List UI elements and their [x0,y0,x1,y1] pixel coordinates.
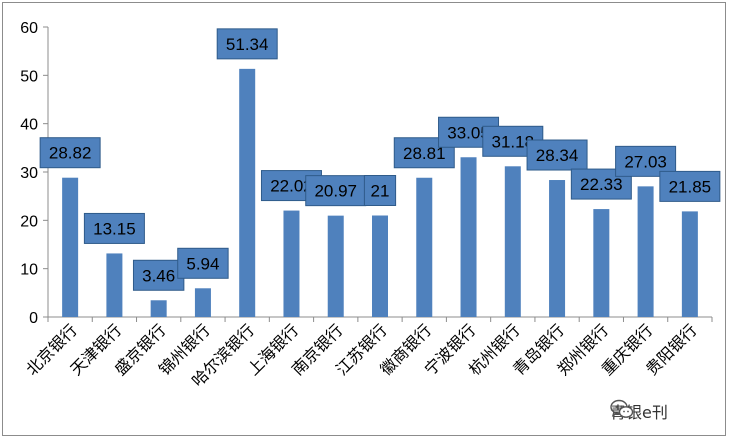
category-labels: 北京银行天津银行盛京银行锦州银行哈尔滨银行上海银行南京银行江苏银行徽商银行宁波银… [22,320,700,390]
bar [372,215,388,317]
data-label: 20.97 [305,175,367,207]
bar [460,157,477,317]
bar [62,177,79,317]
data-label-text: 3.46 [142,266,175,285]
data-label-text: 28.34 [536,146,579,165]
y-tick-label: 50 [20,68,38,85]
data-label-box [526,139,588,171]
y-tick-label: 30 [20,165,38,182]
data-label-text: 20.97 [314,182,357,201]
bar [327,215,344,317]
bar [106,253,123,317]
data-label-text: 28.82 [49,144,92,163]
x-axis [47,316,713,322]
data-label-box [83,212,145,244]
bar [593,209,610,317]
y-tick-label: 60 [20,20,38,37]
data-label-box [216,28,278,60]
bar [194,288,211,317]
bar [504,166,521,317]
bar [681,211,698,317]
bar [549,180,566,317]
bar [239,68,256,318]
data-label: 27.03 [615,145,677,177]
y-tick-label: 40 [20,117,38,134]
data-label-text: 21.85 [669,177,712,196]
bar [637,186,654,317]
data-label-box [305,175,367,207]
data-label-text: 5.94 [186,254,219,273]
data-label-text: 22.02 [270,177,313,196]
data-label-box [177,247,229,279]
data-label-text: 33.05 [447,123,490,142]
data-label-text: 27.03 [624,152,667,171]
data-label-box [39,137,101,169]
data-label-box [132,259,185,291]
data-label-box [363,175,397,206]
data-label-text: 13.15 [93,219,136,238]
watermark: 青银e刊 [610,398,668,424]
y-tick-label: 20 [20,213,38,230]
data-label-text: 21 [371,182,390,201]
data-label: 21.85 [659,170,721,202]
data-label: 3.46 [132,259,185,291]
data-label-text: 31.18 [492,132,535,151]
data-label-text: 51.34 [226,35,269,54]
bar [416,177,433,317]
data-labels: 28.82 13.15 3.46 5.94 51.34 22.02 20.97 21 28.81… [39,28,721,291]
data-label: 51.34 [216,28,278,60]
data-label: 28.34 [526,139,588,171]
data-label-box [659,170,721,202]
y-tick-label: 10 [20,262,38,279]
data-label: 5.94 [177,247,229,279]
y-tick-label: 0 [29,310,38,327]
data-label: 21 [363,175,397,206]
y-axis: 0 10 20 30 40 50 60 [20,20,49,327]
bar [150,300,167,317]
data-label-text: 22.33 [580,175,623,194]
data-label: 28.82 [39,137,101,169]
data-label: 13.15 [83,212,145,244]
wechat-icon [610,399,634,418]
data-label-text: 28.81 [403,144,446,163]
bars [62,68,698,318]
bar [283,210,300,317]
